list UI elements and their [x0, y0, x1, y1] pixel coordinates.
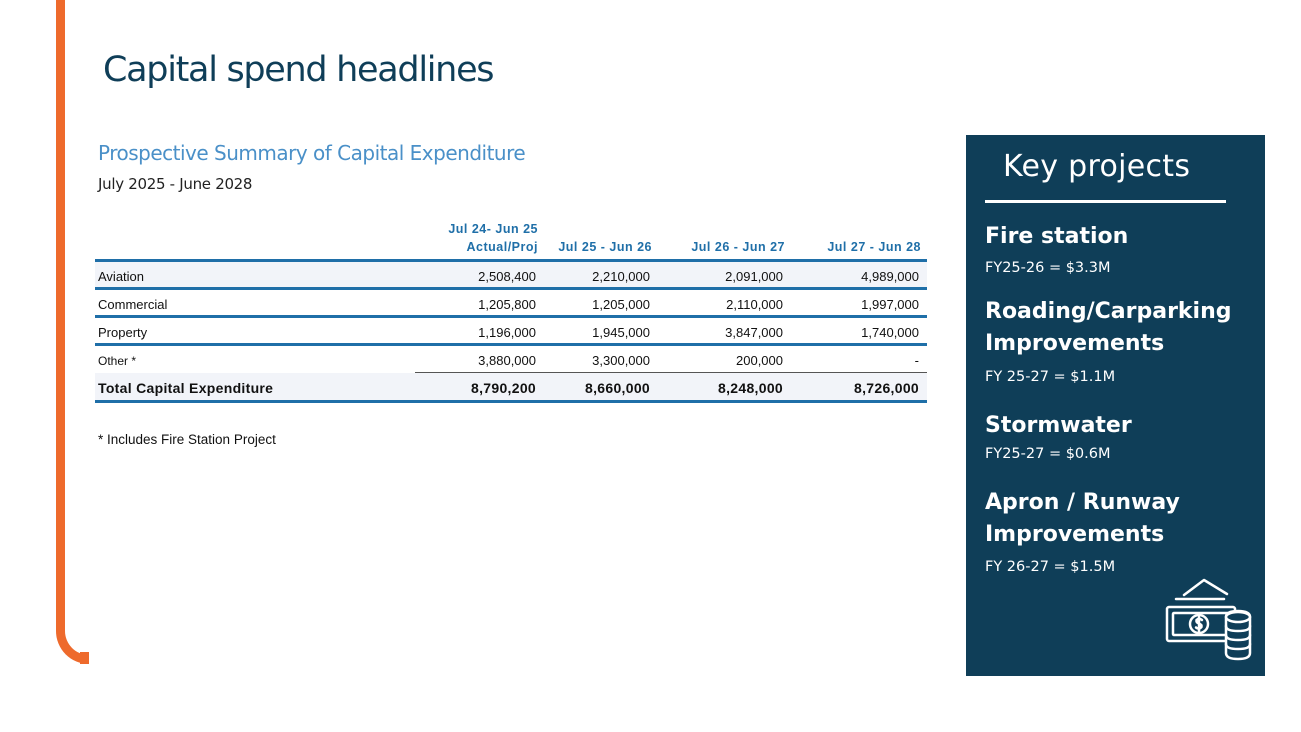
cell-value: 4,989,000: [791, 260, 927, 290]
column-header-line: Actual/Proj: [466, 240, 538, 254]
cell-value: 1,997,000: [791, 288, 927, 318]
key-projects-divider: [985, 200, 1226, 203]
cell-value: 1,196,000: [415, 316, 544, 346]
total-value: 8,790,200: [415, 372, 544, 403]
total-value: 8,660,000: [544, 372, 658, 403]
table-row: Commercial 1,205,800 1,205,000 2,110,000…: [95, 288, 927, 318]
row-label: Property: [95, 316, 415, 346]
cell-value: 3,847,000: [658, 316, 791, 346]
project-name: Stormwater: [985, 413, 1132, 438]
total-row: Total Capital Expenditure 8,790,200 8,66…: [95, 372, 927, 403]
total-value: 8,248,000: [658, 372, 791, 403]
table-row: Aviation 2,508,400 2,210,000 2,091,000 4…: [95, 260, 927, 290]
project-value: FY 25-27 = $1.1M: [985, 369, 1116, 385]
cell-value: 1,740,000: [791, 316, 927, 346]
column-header: Jul 27 - Jun 28: [791, 220, 927, 262]
cell-value: 2,210,000: [544, 260, 658, 290]
total-label: Total Capital Expenditure: [95, 372, 415, 403]
project-name: Apron / Runway Improvements: [985, 490, 1180, 547]
table-row: Property 1,196,000 1,945,000 3,847,000 1…: [95, 316, 927, 346]
table-subtitle: Prospective Summary of Capital Expenditu…: [98, 141, 526, 165]
cell-value: 3,300,000: [544, 344, 658, 373]
row-label: Other *: [98, 353, 137, 368]
cell-value: 200,000: [658, 344, 791, 373]
cell-value: 2,508,400: [415, 260, 544, 290]
slide-title: Capital spend headlines: [103, 50, 495, 90]
table-period: July 2025 - June 2028: [98, 175, 253, 193]
cell-value: -: [791, 344, 927, 373]
key-projects-title: Key projects: [1003, 149, 1191, 184]
column-header-line: Jul 24- Jun 25: [448, 222, 538, 236]
cell-value: 1,205,800: [415, 288, 544, 318]
project-value: FY25-26 = $3.3M: [985, 260, 1111, 276]
column-header: Jul 26 - Jun 27: [658, 220, 791, 262]
row-label: Commercial: [95, 288, 415, 318]
cell-value: 3,880,000: [415, 344, 544, 373]
table-footnote: * Includes Fire Station Project: [98, 432, 276, 447]
accent-bar: [56, 0, 89, 664]
cell-value: 1,205,000: [544, 288, 658, 318]
project-name: Roading/Carparking Improvements: [985, 299, 1232, 356]
project-value: FY 26-27 = $1.5M: [985, 559, 1116, 575]
table-header-row: Jul 24- Jun 25 Actual/Proj Jul 25 - Jun …: [95, 220, 927, 262]
column-header: Jul 24- Jun 25 Actual/Proj: [415, 220, 544, 262]
cell-value: 2,091,000: [658, 260, 791, 290]
project-value: FY25-27 = $0.6M: [985, 446, 1111, 462]
key-projects-panel: Key projects Fire station FY25-26 = $3.3…: [966, 135, 1265, 676]
money-coins-icon: [1165, 578, 1252, 661]
cell-value: 2,110,000: [658, 288, 791, 318]
capex-summary-table: Jul 24- Jun 25 Actual/Proj Jul 25 - Jun …: [95, 220, 927, 403]
row-label: Aviation: [95, 260, 415, 290]
table-row: Other * 3,880,000 3,300,000 200,000 -: [95, 344, 927, 373]
header-label-cell: [95, 220, 415, 262]
accent-bar-cap: [80, 652, 89, 664]
project-name: Fire station: [985, 224, 1129, 249]
cell-value: 1,945,000: [544, 316, 658, 346]
column-header: Jul 25 - Jun 26: [544, 220, 658, 262]
total-value: 8,726,000: [791, 372, 927, 403]
